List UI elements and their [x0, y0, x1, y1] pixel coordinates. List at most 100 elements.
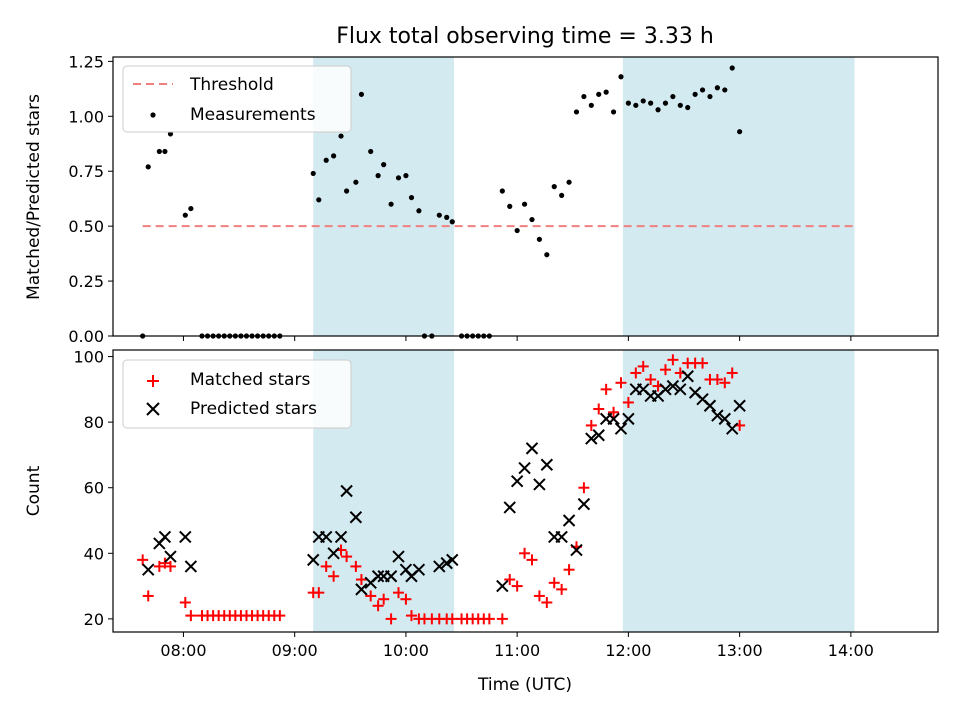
predicted-point: [733, 399, 746, 412]
predicted-point: [726, 422, 739, 435]
measurement-point: [416, 208, 422, 214]
measurement-points: [140, 65, 743, 339]
matched-point: [350, 560, 362, 572]
measurement-point: [381, 162, 387, 168]
x-tick-label: 11:00: [494, 641, 540, 660]
measurement-point: [662, 100, 669, 106]
x-tick-label: 12:00: [605, 641, 651, 660]
predicted-point: [607, 412, 620, 426]
matched-point: [637, 360, 649, 372]
bottom-axes-frame: [112, 349, 939, 633]
predicted-point: [585, 432, 598, 445]
bottom-axis-ticks: 08:00 09:00 10:00 11:00 12:00 13:00 14:00 20 40 6…: [73, 348, 873, 660]
matched-point: [164, 560, 176, 572]
matched-point: [600, 383, 612, 395]
star-count-points: [137, 354, 746, 625]
predicted-point: [496, 579, 509, 593]
measurement-point: [358, 91, 365, 97]
predicted-point: [371, 570, 385, 583]
predicted-point: [440, 556, 453, 570]
measurement-point: [625, 100, 631, 106]
y-tick-label: 80: [84, 413, 104, 432]
shaded-interval-2: [622, 57, 855, 336]
bottom-legend: Matched stars Predicted stars: [122, 359, 352, 429]
x-tick-label: 13:00: [717, 641, 763, 660]
matched-point: [313, 587, 325, 599]
measurement-point: [156, 148, 162, 155]
measurement-point: [388, 201, 394, 207]
predicted-point: [307, 553, 320, 567]
y-tick-label: 1.25: [68, 52, 104, 71]
measurement-point: [729, 65, 735, 71]
measurement-point: [685, 104, 691, 111]
predicted-point: [518, 461, 531, 475]
measurement-point: [648, 100, 654, 106]
y-tick-label: 40: [84, 544, 104, 563]
matched-point: [526, 554, 538, 566]
legend-predicted-swatch: [146, 402, 160, 416]
predicted-point: [334, 530, 348, 544]
matched-point: [341, 551, 353, 563]
measurement-point: [699, 87, 706, 93]
predicted-point: [142, 563, 155, 576]
predicted-point: [179, 530, 192, 544]
matched-point: [608, 406, 620, 418]
matched-point: [153, 560, 165, 572]
matched-point: [483, 613, 495, 625]
measurement-point: [677, 102, 683, 108]
x-tick-label: 09:00: [272, 641, 318, 660]
predicted-point: [392, 550, 405, 563]
matched-point: [711, 374, 723, 386]
matched-point: [142, 590, 154, 602]
bottom-legend-box: [122, 359, 352, 429]
matched-point: [667, 354, 679, 366]
measurement-point: [182, 212, 188, 218]
matched-point: [563, 564, 575, 576]
y-tick-label: 60: [84, 479, 104, 498]
measurement-point: [395, 175, 402, 181]
matched-point: [185, 610, 197, 622]
measurement-point: [573, 109, 580, 115]
measurement-point: [559, 192, 565, 199]
predicted-point: [510, 474, 524, 488]
matched-point: [137, 554, 149, 566]
measurement-point: [162, 148, 168, 155]
measurement-point: [449, 219, 455, 225]
matched-point: [355, 574, 367, 586]
measurement-point: [188, 205, 194, 212]
matched-point: [645, 374, 657, 386]
x-tick-label: 14:00: [828, 641, 874, 660]
measurement-point: [566, 179, 572, 185]
top-legend-box: [122, 65, 352, 133]
x-tick-label: 10:00: [383, 641, 429, 660]
predicted-point: [525, 442, 539, 455]
measurement-point: [444, 214, 450, 220]
predicted-point: [158, 530, 172, 544]
y-tick-label: 0.50: [68, 217, 104, 236]
predicted-point: [577, 497, 591, 511]
predicted-point: [327, 547, 340, 560]
measurement-point: [670, 93, 676, 100]
measurement-point: [499, 188, 505, 194]
measurement-point: [588, 102, 594, 108]
matched-point: [320, 560, 332, 572]
matched-point: [593, 403, 605, 415]
matched-point: [328, 570, 340, 582]
predicted-point: [319, 530, 333, 544]
predicted-point: [164, 550, 177, 563]
predicted-point: [592, 429, 605, 442]
predicted-point: [570, 543, 583, 557]
measurement-point: [436, 212, 442, 218]
matched-point: [548, 577, 560, 589]
predicted-point: [184, 560, 198, 573]
measurement-point: [338, 133, 344, 139]
predicted-point: [674, 383, 687, 396]
predicted-point: [681, 370, 694, 383]
measurement-point: [692, 91, 698, 97]
predicted-point: [433, 560, 446, 573]
measurement-point: [655, 107, 661, 113]
matched-point: [393, 587, 405, 599]
bottom-y-axis-label: Count: [24, 465, 44, 516]
measurement-point: [722, 87, 728, 93]
